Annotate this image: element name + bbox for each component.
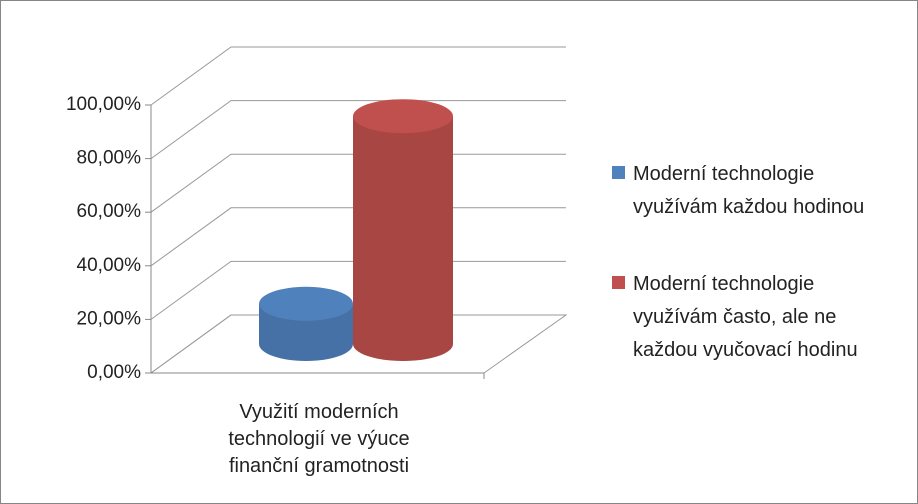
x-tick-label: Využití moderních technologií ve výuce f… (228, 401, 410, 477)
grid-line (150, 207, 566, 267)
y-tick-label: 20,00% (77, 308, 142, 329)
y-tick-label: 40,00% (77, 255, 142, 276)
y-tick-label: 80,00% (77, 148, 142, 169)
bar (353, 99, 453, 361)
y-tick-label: 100,00% (66, 94, 141, 115)
grid-line (150, 260, 566, 320)
bar (259, 286, 353, 361)
grid-line (150, 46, 566, 106)
grid-line (150, 314, 566, 374)
legend-swatch (612, 166, 625, 179)
legend-item: Moderní technologie využívám často, ale … (612, 268, 882, 367)
legend-label: Moderní technologie využívám každou hodi… (633, 163, 865, 218)
y-tick-label: 0,00% (87, 362, 141, 383)
y-tick-label: 60,00% (77, 201, 142, 222)
legend-label: Moderní technologie využívám často, ale … (633, 273, 858, 361)
legend-swatch (612, 276, 625, 289)
grid-line (150, 100, 566, 160)
legend-item: Moderní technologie využívám každou hodi… (612, 158, 882, 224)
grid-line (150, 153, 566, 213)
